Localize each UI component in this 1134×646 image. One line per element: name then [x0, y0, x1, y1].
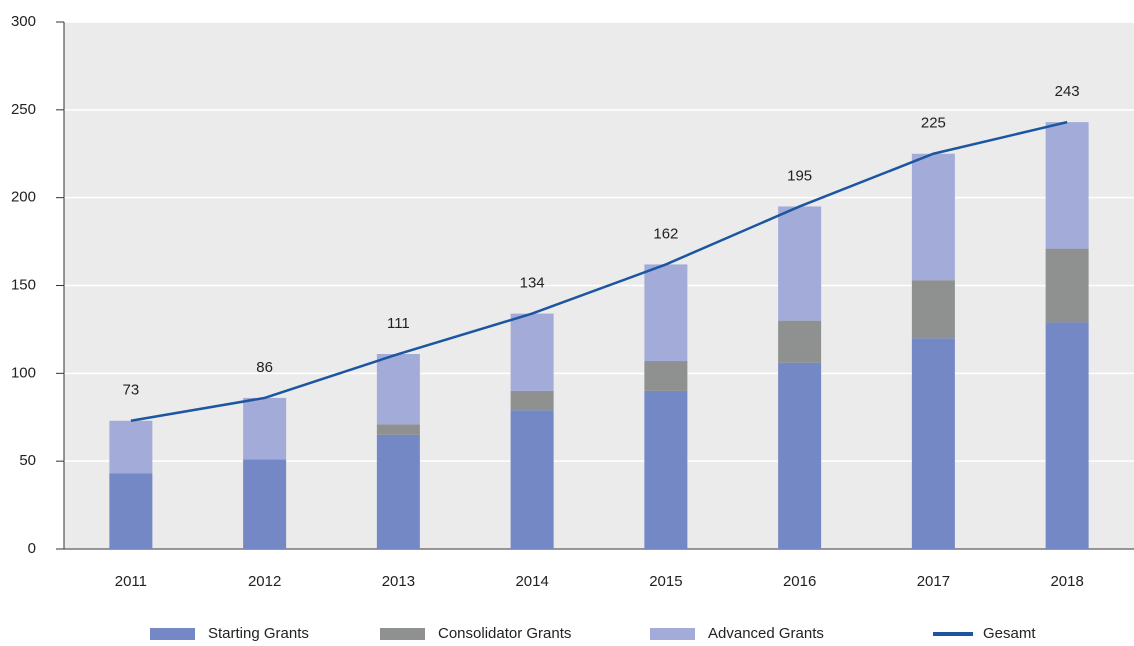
bar-segment [376, 434, 420, 549]
data-label: 134 [520, 275, 545, 292]
data-label: 162 [653, 225, 678, 242]
bar-segment [1045, 248, 1089, 323]
legend-label: Consolidator Grants [438, 625, 571, 642]
x-tick-label: 2017 [917, 573, 950, 590]
bar-segment [243, 459, 287, 549]
bar-segment [1045, 122, 1089, 249]
x-tick-label: 2018 [1050, 573, 1083, 590]
y-tick-label: 250 [11, 101, 36, 118]
legend-swatch [150, 628, 195, 640]
bar-segment [911, 153, 955, 281]
data-label: 195 [787, 167, 812, 184]
x-tick-label: 2014 [515, 573, 548, 590]
bar-segment [109, 473, 153, 549]
x-tick-label: 2016 [783, 573, 816, 590]
bar-segment [911, 338, 955, 549]
data-label: 111 [387, 315, 410, 332]
legend-swatch [650, 628, 695, 640]
legend-label: Gesamt [983, 625, 1036, 642]
bar-segment [376, 354, 420, 425]
x-tick-label: 2012 [248, 573, 281, 590]
legend-label: Starting Grants [208, 625, 309, 642]
legend-label: Advanced Grants [708, 625, 824, 642]
line [130, 120, 1068, 422]
y-tick-label: 100 [11, 364, 36, 381]
y-tick-label: 50 [19, 452, 36, 469]
bar-segment [644, 264, 688, 362]
bar-segment [109, 420, 153, 474]
x-tick-label: 2015 [649, 573, 682, 590]
y-tick-label: 200 [11, 189, 36, 206]
bar-segment [1045, 322, 1089, 549]
bar-segment [510, 390, 554, 411]
data-label: 86 [256, 359, 273, 376]
bar-segment [644, 390, 688, 549]
y-tick-label: 300 [11, 13, 36, 30]
bar-segment [778, 362, 822, 549]
data-label: 243 [1055, 83, 1080, 100]
y-tick-label: 0 [28, 540, 36, 557]
legend-swatch [380, 628, 425, 640]
data-label: 225 [921, 115, 946, 132]
bar-segment [510, 410, 554, 549]
data-label: 73 [123, 382, 140, 399]
bar-segment [778, 320, 822, 363]
bar-segment [778, 206, 822, 321]
bar-segment [644, 361, 688, 391]
x-tick-label: 2011 [115, 573, 147, 590]
bar-segment [243, 397, 287, 460]
bar-segment [911, 280, 955, 339]
y-tick-label: 150 [11, 276, 36, 293]
bar-segment [376, 424, 420, 435]
x-tick-label: 2013 [382, 573, 415, 590]
bar-segment [510, 313, 554, 391]
